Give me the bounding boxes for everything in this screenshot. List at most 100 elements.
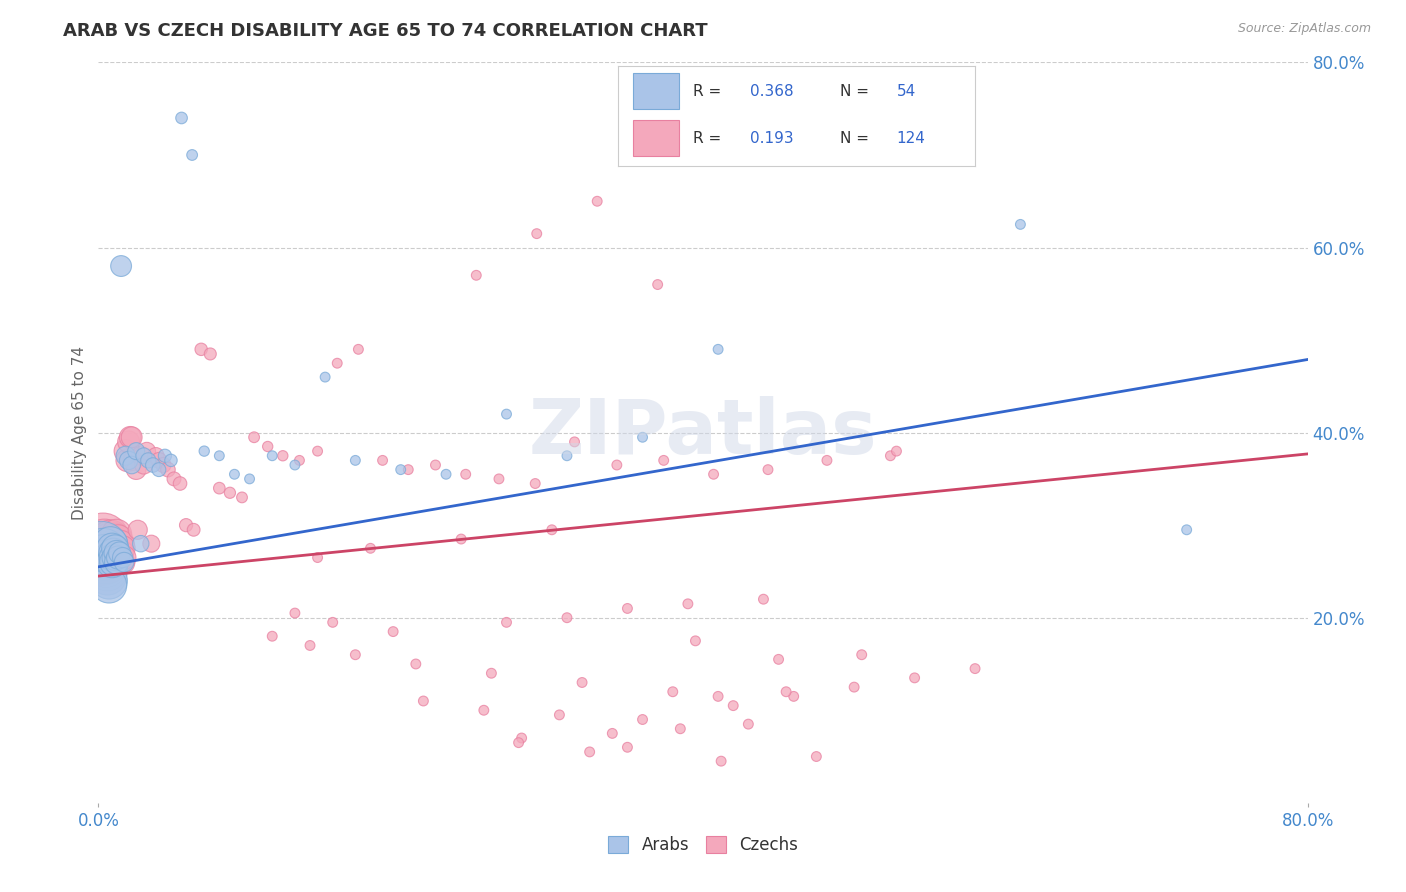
Point xyxy=(90,550,112,565)
Point xyxy=(508,736,530,750)
Point xyxy=(450,532,472,546)
Point xyxy=(91,532,114,546)
Point xyxy=(96,541,118,556)
Point xyxy=(112,550,135,565)
Point xyxy=(93,550,115,565)
Point xyxy=(101,555,124,569)
Point xyxy=(100,536,122,550)
Point xyxy=(118,453,141,467)
Point xyxy=(104,541,127,556)
Point xyxy=(284,606,307,620)
Point xyxy=(127,523,149,537)
Point xyxy=(707,690,730,704)
Point xyxy=(132,449,155,463)
Point xyxy=(472,703,495,717)
Point xyxy=(481,666,503,681)
Point xyxy=(100,532,122,546)
Point xyxy=(806,749,828,764)
Point xyxy=(488,472,510,486)
Point xyxy=(98,546,121,560)
Point xyxy=(200,347,222,361)
Point xyxy=(208,449,231,463)
Point xyxy=(105,555,128,569)
Point xyxy=(100,550,122,565)
Point xyxy=(121,458,143,472)
Point xyxy=(314,370,336,384)
Point xyxy=(434,467,457,482)
Point xyxy=(93,536,115,550)
Point xyxy=(107,546,129,560)
Point xyxy=(208,481,231,495)
Point xyxy=(405,657,427,671)
Text: ARAB VS CZECH DISABILITY AGE 65 TO 74 CORRELATION CHART: ARAB VS CZECH DISABILITY AGE 65 TO 74 CO… xyxy=(63,22,707,40)
Point xyxy=(685,633,707,648)
Point xyxy=(262,629,284,643)
Point xyxy=(616,740,638,755)
Point xyxy=(322,615,344,630)
Point xyxy=(606,458,628,472)
Point xyxy=(578,745,600,759)
Point xyxy=(844,680,866,694)
Point xyxy=(851,648,873,662)
Point xyxy=(108,546,131,560)
Point xyxy=(669,722,692,736)
Point xyxy=(307,550,329,565)
Point xyxy=(239,472,262,486)
Point xyxy=(135,444,157,458)
Point xyxy=(101,550,124,565)
Point xyxy=(98,536,121,550)
Point xyxy=(129,449,152,463)
Point xyxy=(103,550,125,565)
Point xyxy=(174,518,197,533)
Point xyxy=(122,453,145,467)
Point xyxy=(104,532,127,546)
Point xyxy=(193,444,215,458)
Point xyxy=(737,717,759,731)
Point xyxy=(96,569,118,583)
Point xyxy=(465,268,488,283)
Point xyxy=(1175,523,1198,537)
Point xyxy=(616,601,638,615)
Point xyxy=(344,648,367,662)
Point xyxy=(243,430,266,444)
Point xyxy=(108,541,131,556)
Point xyxy=(219,485,242,500)
Point xyxy=(707,343,730,357)
Point xyxy=(104,541,127,556)
Point xyxy=(107,550,129,565)
Point xyxy=(526,227,548,241)
Point xyxy=(105,546,128,560)
Point xyxy=(231,491,253,505)
Point xyxy=(103,541,125,556)
Point xyxy=(170,111,193,125)
Point xyxy=(125,462,148,476)
Point xyxy=(284,458,307,472)
Point xyxy=(110,259,132,273)
Point xyxy=(94,550,117,565)
Point xyxy=(163,472,186,486)
Point xyxy=(142,458,165,472)
Point xyxy=(371,453,394,467)
Point xyxy=(107,532,129,546)
Point xyxy=(148,453,170,467)
Point xyxy=(510,731,533,745)
Point xyxy=(299,639,322,653)
Point xyxy=(141,536,163,550)
Point xyxy=(495,615,517,630)
Point xyxy=(110,536,132,550)
Point xyxy=(548,707,571,722)
Point xyxy=(103,555,125,569)
Point xyxy=(454,467,477,482)
Point xyxy=(652,453,675,467)
Point xyxy=(103,546,125,560)
Point xyxy=(703,467,725,482)
Point xyxy=(271,449,294,463)
Point xyxy=(120,430,142,444)
Point xyxy=(224,467,246,482)
Point xyxy=(555,449,578,463)
Point xyxy=(661,685,683,699)
Point xyxy=(412,694,434,708)
Point xyxy=(98,574,121,588)
Point xyxy=(100,541,122,556)
Point xyxy=(965,662,987,676)
